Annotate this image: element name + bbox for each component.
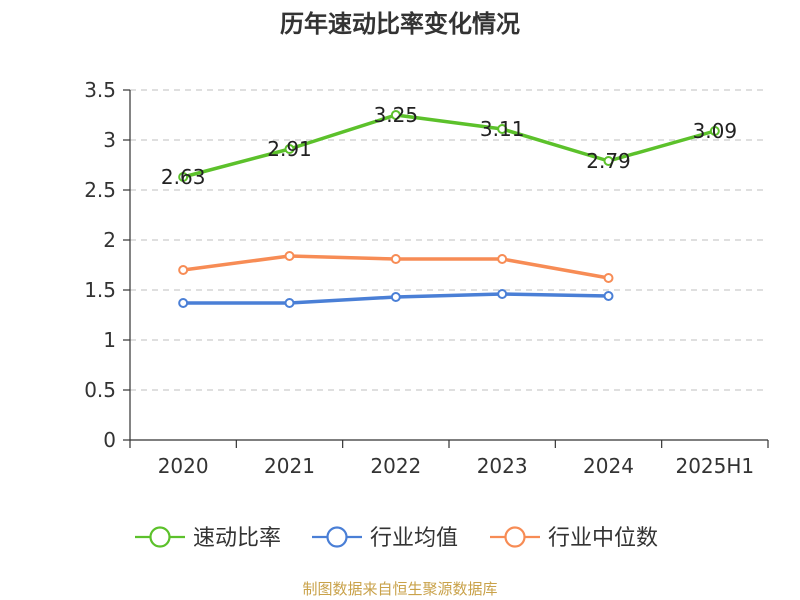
x-tick-label: 2020 [158, 454, 209, 478]
series-line [181, 113, 717, 179]
data-point [603, 273, 614, 283]
axis-layer: 0 0.5 1 1.5 2 2.5 3 3.5 2020 2021 2022 2023 2024 2025… [84, 78, 769, 478]
y-tick-label: 0 [103, 428, 116, 452]
legend-marker [504, 526, 526, 548]
legend-marker [149, 526, 171, 548]
data-point [178, 298, 189, 308]
data-label: 3.11 [480, 117, 525, 141]
data-point [497, 289, 508, 299]
data-point [178, 172, 189, 182]
data-point [284, 144, 295, 154]
y-tick-label: 3 [103, 128, 116, 152]
grid-layer [130, 89, 768, 391]
data-point [709, 126, 720, 136]
data-label: 3.09 [693, 119, 738, 143]
y-tick-label: 1.5 [84, 278, 116, 302]
data-point [603, 291, 614, 301]
y-tick-label: 0.5 [84, 378, 116, 402]
data-point [497, 124, 508, 134]
data-point [284, 251, 295, 261]
y-tick-label: 2.5 [84, 178, 116, 202]
x-tick-label: 2022 [370, 454, 421, 478]
legend-label: 行业中位数 [548, 526, 658, 551]
series-1 [178, 289, 614, 308]
data-label: 2.91 [267, 137, 312, 161]
legend-item: 速动比率 [135, 526, 281, 551]
data-point [497, 254, 508, 264]
y-tick-label: 1 [103, 328, 116, 352]
legend-marker [326, 526, 348, 548]
legend-item: 行业均值 [312, 526, 458, 551]
data-label: 2.63 [161, 165, 206, 189]
data-point [603, 156, 614, 166]
data-point [390, 292, 401, 302]
legend: 速动比率 行业均值 行业中位数 [135, 526, 658, 551]
data-point [284, 298, 295, 308]
series-layer [178, 110, 720, 308]
source-note: 制图数据来自恒生聚源数据库 [302, 580, 498, 598]
data-point [178, 265, 189, 275]
legend-label: 速动比率 [193, 526, 281, 551]
series-0 [178, 110, 720, 182]
x-tick-label: 2024 [583, 454, 634, 478]
data-label: 2.79 [586, 149, 631, 173]
x-tick-label: 2023 [477, 454, 528, 478]
x-tick-label: 2025H1 [675, 454, 754, 478]
legend-item: 行业中位数 [490, 526, 658, 551]
data-point [390, 254, 401, 264]
series-2 [178, 251, 614, 283]
data-point [390, 110, 401, 120]
data-label: 3.25 [374, 103, 419, 127]
y-tick-label: 2 [103, 228, 116, 252]
data-label-layer: 2.63 2.91 3.25 3.11 2.79 3.09 [161, 103, 737, 189]
x-tick-label: 2021 [264, 454, 315, 478]
legend-label: 行业均值 [370, 526, 458, 551]
y-tick-label: 3.5 [84, 78, 116, 102]
chart-title: 历年速动比率变化情况 [280, 10, 520, 38]
